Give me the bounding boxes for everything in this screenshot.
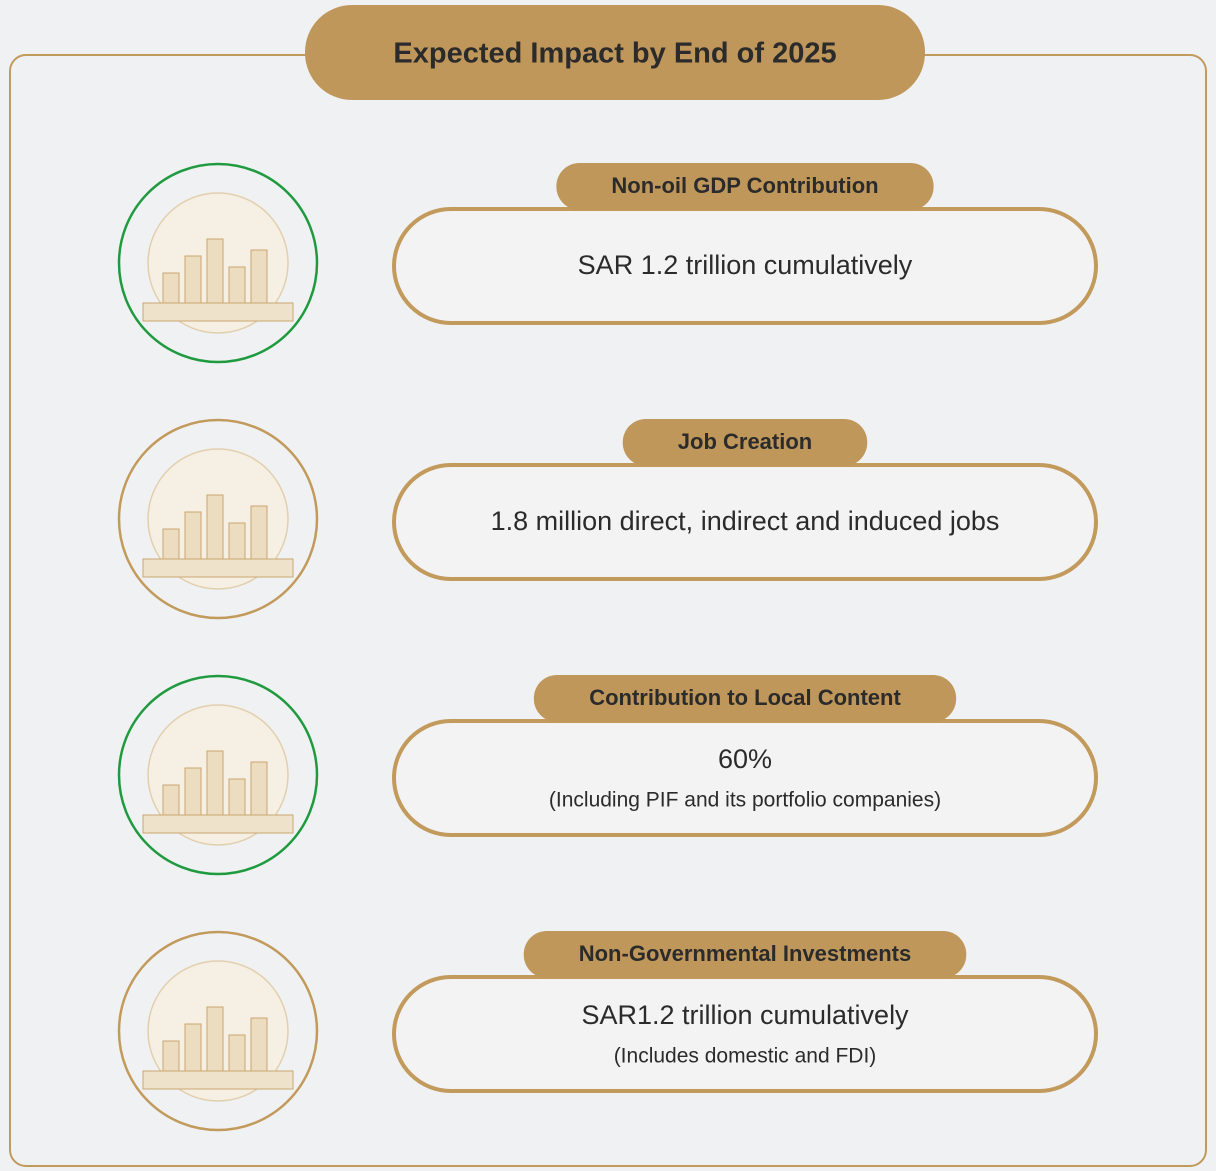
- icon-building: [228, 1034, 246, 1072]
- item-note: (Includes domestic and FDI): [614, 1045, 877, 1068]
- icon-building: [206, 750, 224, 816]
- icon-building: [162, 784, 180, 816]
- icon-base: [142, 558, 294, 578]
- icon-ring: [117, 162, 319, 364]
- icon-building: [162, 272, 180, 304]
- item-value: 1.8 million direct, indirect and induced…: [491, 506, 1000, 536]
- icon-building: [184, 255, 202, 304]
- icon-building: [184, 511, 202, 560]
- item-heading: Non-Governmental Investments: [579, 941, 912, 966]
- icon-building: [162, 1040, 180, 1072]
- heading-group: Job Creation: [622, 419, 868, 466]
- item-heading: Contribution to Local Content: [589, 685, 901, 710]
- icon-ring: [117, 418, 319, 620]
- item-heading: Job Creation: [678, 429, 812, 454]
- item-value: SAR1.2 trillion cumulatively: [581, 1000, 909, 1030]
- icon-ring: [117, 674, 319, 876]
- icon-building: [184, 767, 202, 816]
- item-value: 60%: [718, 744, 772, 774]
- icon-building: [250, 761, 268, 816]
- icon-building: [206, 1006, 224, 1072]
- icon-building: [162, 528, 180, 560]
- icon-base: [142, 1070, 294, 1090]
- value-box: [392, 719, 1098, 837]
- icon-ring: [117, 930, 319, 1132]
- title-pill: [305, 5, 925, 100]
- item-heading: Non-oil GDP Contribution: [611, 173, 878, 198]
- item-value: SAR 1.2 trillion cumulatively: [578, 250, 913, 280]
- heading-group: Non-Governmental Investments: [523, 931, 967, 978]
- heading-pill: [556, 163, 934, 210]
- icon-building: [206, 238, 224, 304]
- icon-base: [142, 302, 294, 322]
- icon-building: [228, 522, 246, 560]
- value-box: [392, 975, 1098, 1093]
- icon-building: [228, 778, 246, 816]
- heading-group: Contribution to Local Content: [533, 675, 957, 722]
- icon-building: [206, 494, 224, 560]
- heading-pill: [533, 675, 957, 722]
- icon-building: [250, 249, 268, 304]
- icon-building: [184, 1023, 202, 1072]
- icon-building: [250, 505, 268, 560]
- heading-group: Non-oil GDP Contribution: [556, 163, 934, 210]
- icon-building: [250, 1017, 268, 1072]
- heading-pill: [523, 931, 967, 978]
- icon-base: [142, 814, 294, 834]
- heading-pill: [622, 419, 868, 466]
- icon-building: [228, 266, 246, 304]
- item-note: (Including PIF and its portfolio compani…: [549, 789, 941, 812]
- title: Expected Impact by End of 2025: [393, 38, 836, 70]
